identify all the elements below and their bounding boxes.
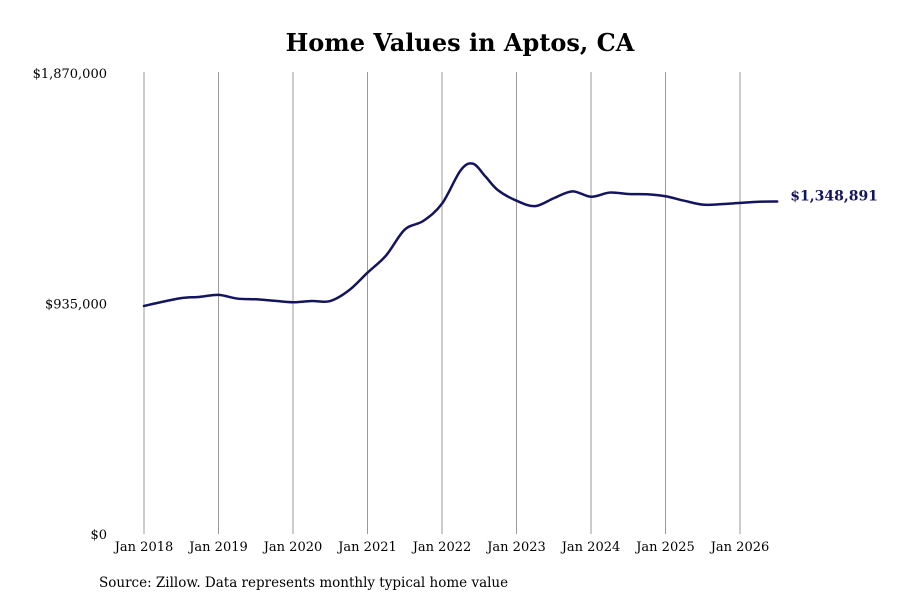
x-tick-label: Jan 2019 [187,540,248,555]
grid-lines [143,72,741,534]
y-tick-label: $935,000 [45,298,107,313]
y-tick-label: $0 [90,528,107,543]
x-tick-label: Jan 2021 [336,540,397,555]
series-layer: $1,348,891 [142,162,878,308]
x-tick-label: Jan 2023 [485,540,546,555]
x-tick-label: Jan 2022 [411,540,472,555]
series-line-home-value [142,162,779,308]
x-tick-label: Jan 2025 [634,540,695,555]
y-tick-label: $1,870,000 [33,67,107,82]
source-note: Source: Zillow. Data represents monthly … [99,575,508,591]
x-tick-label: Jan 2018 [113,540,174,555]
x-tick-label: Jan 2026 [709,540,770,555]
x-axis-ticks: Jan 2018 Jan 2019 Jan 2020 Jan 2021 Jan 2022… [113,540,770,555]
x-tick-label: Jan 2020 [262,540,323,555]
chart-title: Home Values in Aptos, CA [286,28,635,57]
series-end-value-label: $1,348,891 [790,188,878,204]
x-tick-label: Jan 2024 [560,540,621,555]
y-axis-ticks: $0 $935,000 $1,870,000 [33,67,107,543]
